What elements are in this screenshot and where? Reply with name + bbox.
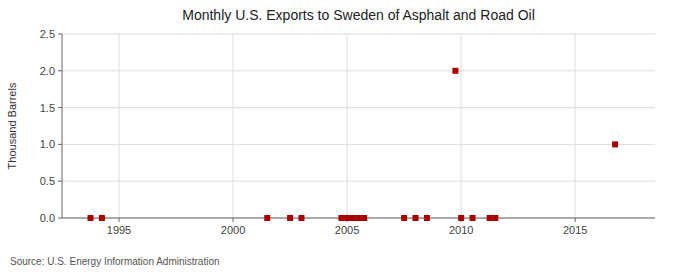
grid-line <box>62 70 655 71</box>
y-tick <box>58 144 62 145</box>
grid-line <box>575 34 576 218</box>
grid-line <box>233 34 234 218</box>
point <box>612 141 618 147</box>
grid-line <box>347 34 348 218</box>
x-tick-label: 2000 <box>221 224 245 236</box>
point <box>338 215 344 221</box>
source-note: Source: U.S. Energy Information Administ… <box>10 256 220 267</box>
x-tick <box>575 218 576 222</box>
y-tick-label: 1.0 <box>40 138 55 150</box>
point <box>298 215 304 221</box>
y-tick-label: 0.0 <box>40 212 55 224</box>
y-tick <box>58 70 62 71</box>
point <box>470 215 476 221</box>
point <box>487 215 493 221</box>
title: Monthly U.S. Exports to Sweden of Asphal… <box>182 7 535 23</box>
y-axis-label: Thousand Barrels <box>6 82 18 169</box>
grid <box>62 34 655 218</box>
points <box>88 68 619 221</box>
y-axis-line <box>62 34 63 218</box>
x-tick-label: 1995 <box>107 224 131 236</box>
grid-line <box>62 181 655 182</box>
point <box>452 68 458 74</box>
x-tick-label: 2005 <box>335 224 359 236</box>
x-tick-label: 2010 <box>449 224 473 236</box>
point <box>344 215 350 221</box>
y-tick <box>58 218 62 219</box>
y-tick-label: 2.0 <box>40 65 55 77</box>
point <box>492 215 498 221</box>
y-tick <box>58 34 62 35</box>
point <box>361 215 367 221</box>
point <box>99 215 105 221</box>
x-tick <box>233 218 234 222</box>
point <box>88 215 94 221</box>
point <box>264 215 270 221</box>
point <box>356 215 362 221</box>
y-tick <box>58 107 62 108</box>
y-tick-label: 2.5 <box>40 28 55 40</box>
grid-line <box>461 34 462 218</box>
grid-line <box>62 34 655 35</box>
grid-line <box>119 34 120 218</box>
x-tick <box>119 218 120 222</box>
x-tick-label: 2015 <box>563 224 587 236</box>
point <box>350 215 356 221</box>
point <box>287 215 293 221</box>
point <box>424 215 430 221</box>
point <box>458 215 464 221</box>
y-ticks: 0.0 0.5 1.0 1.5 2.0 2.5 <box>40 28 62 224</box>
y-tick <box>58 181 62 182</box>
y-tick-label: 1.5 <box>40 102 55 114</box>
grid-line <box>62 144 655 145</box>
point <box>401 215 407 221</box>
grid-line <box>62 107 655 108</box>
y-tick-label: 0.5 <box>40 175 55 187</box>
point <box>413 215 419 221</box>
chart: Monthly U.S. Exports to Sweden of Asphal… <box>0 0 675 275</box>
